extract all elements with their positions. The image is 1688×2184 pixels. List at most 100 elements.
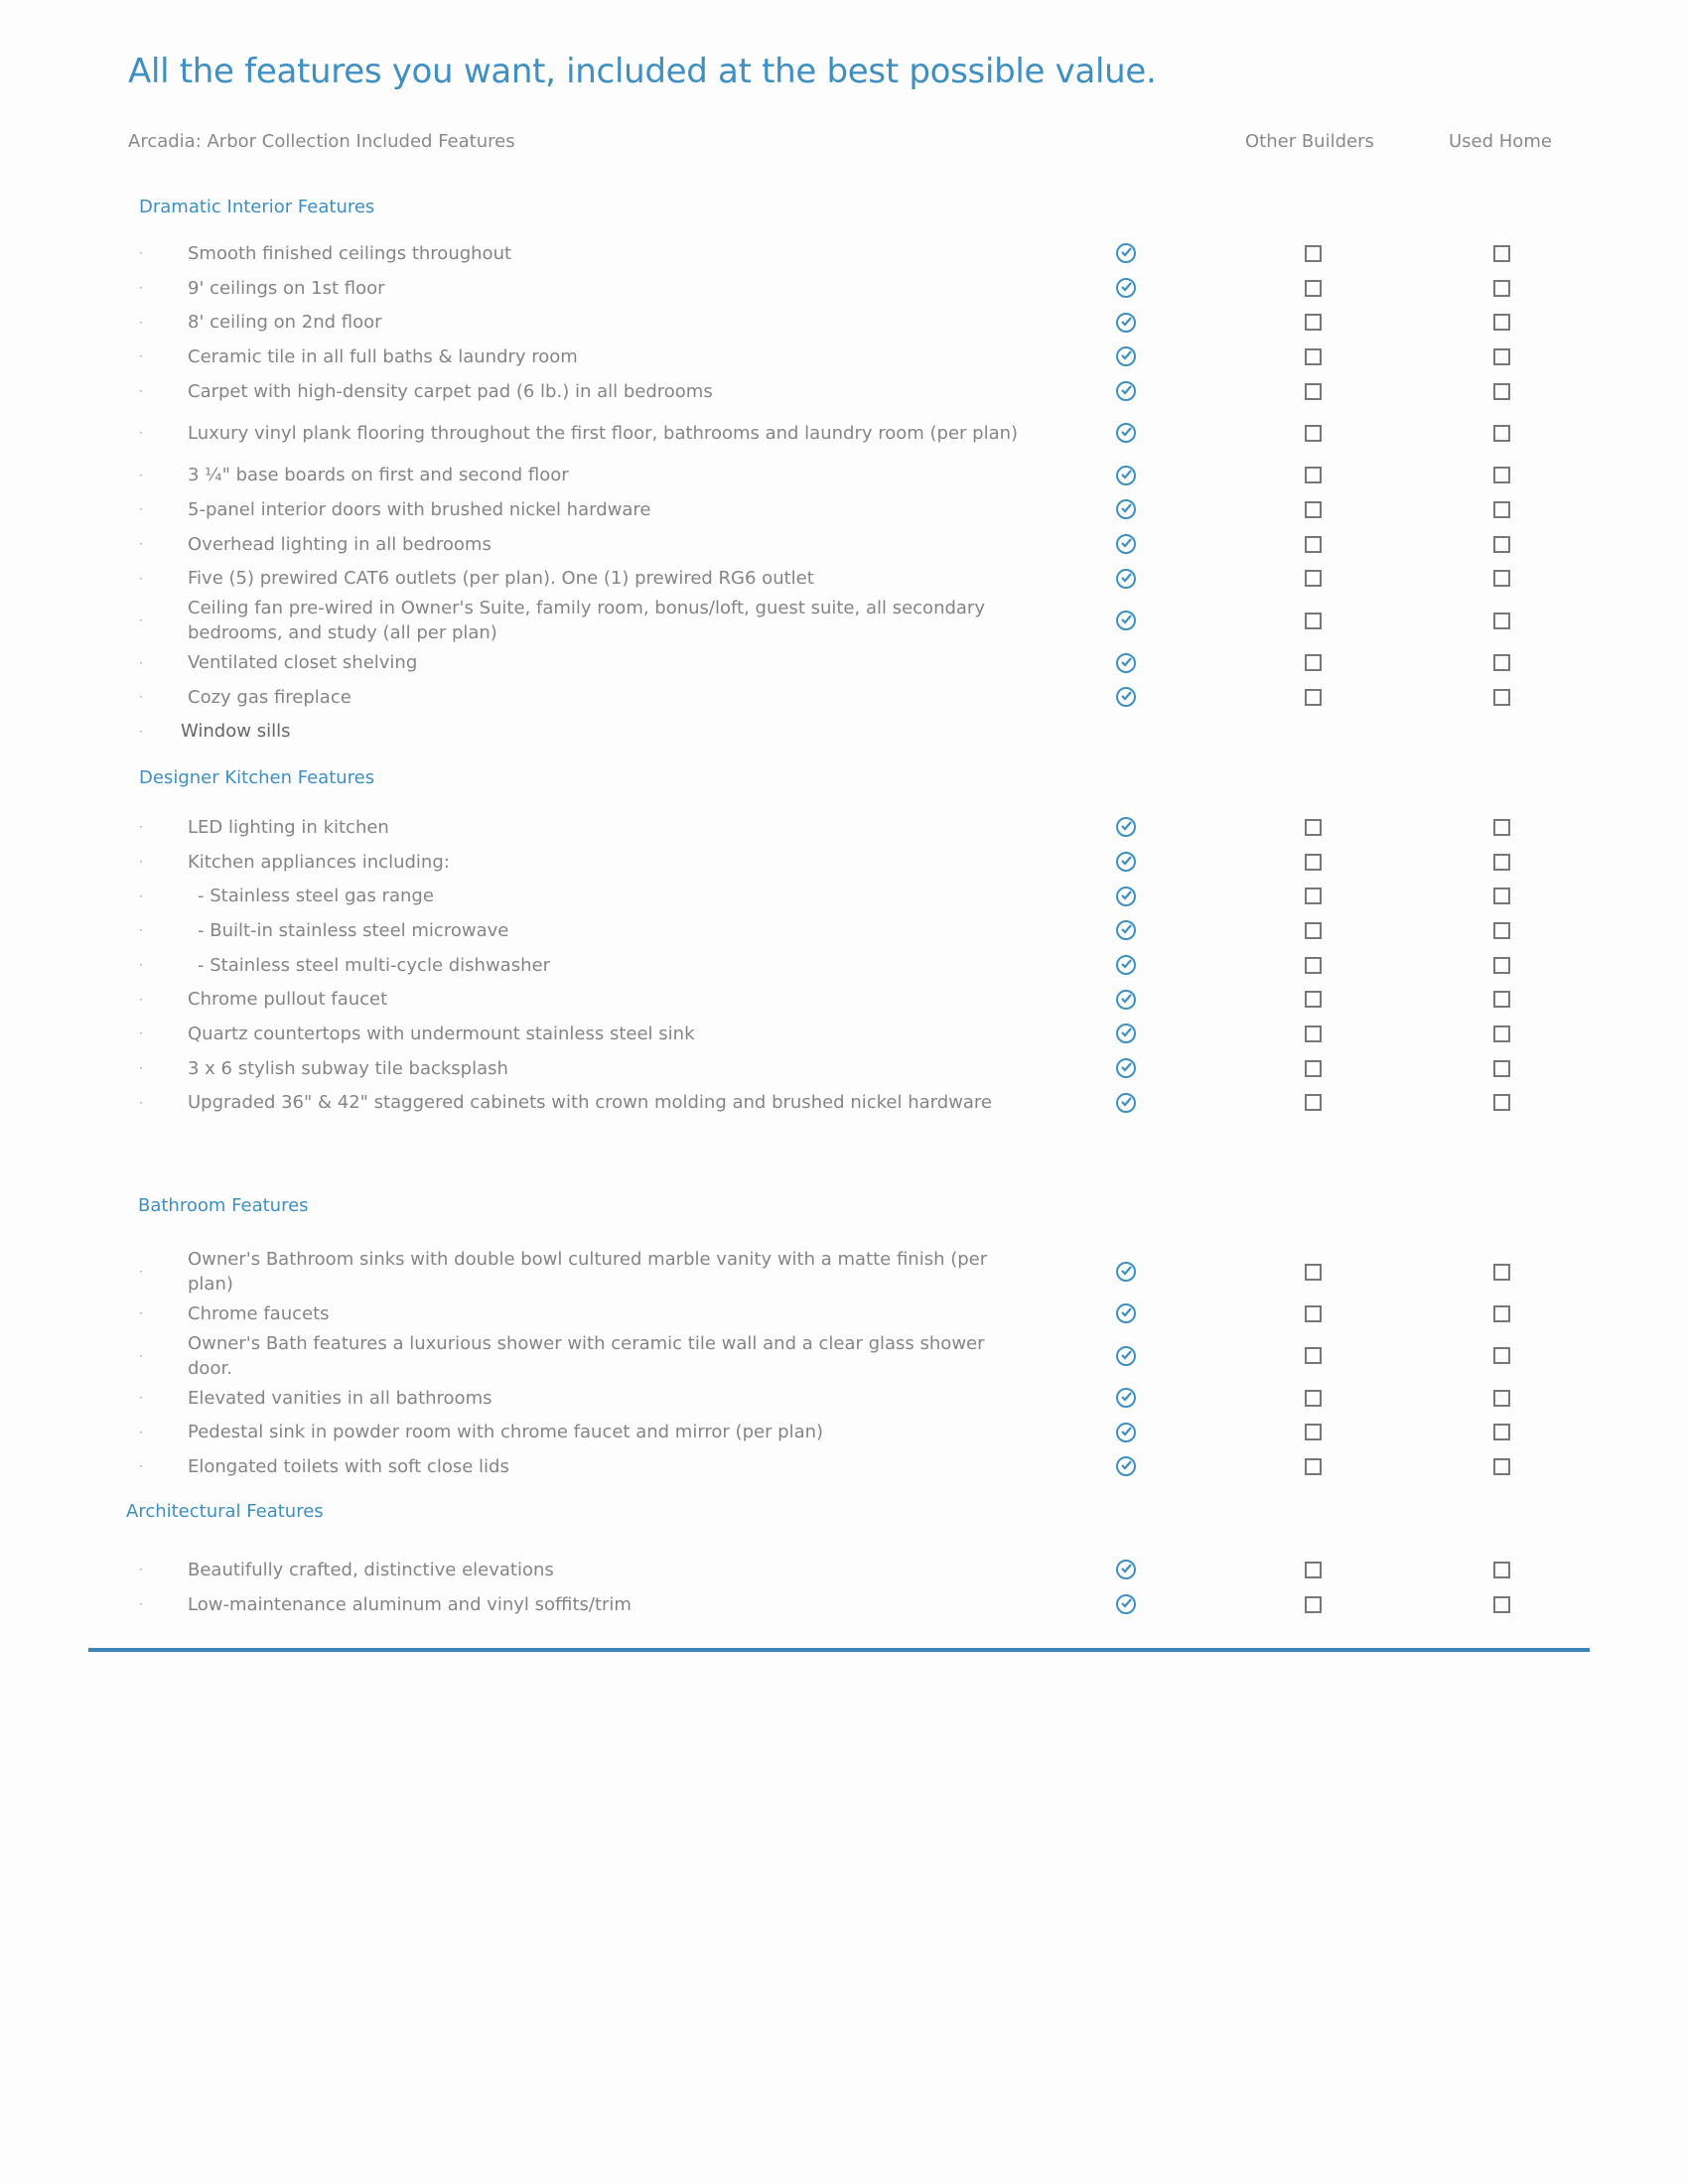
bullet: ·: [139, 468, 143, 482]
circle-check-icon: [1116, 652, 1136, 673]
empty-checkbox-icon: [1305, 382, 1322, 400]
feature-row: · Smooth finished ceilings throughout: [0, 236, 1688, 271]
circle-check-icon: [1116, 499, 1136, 520]
empty-checkbox-icon: [1305, 921, 1322, 939]
bullet: ·: [139, 1265, 143, 1279]
empty-checkbox-icon: [1493, 1561, 1510, 1578]
circle-check-icon: [1116, 1422, 1136, 1442]
circle-check-icon: [1116, 1456, 1136, 1477]
empty-checkbox-icon: [1305, 424, 1322, 442]
feature-row: · 3 ¼" base boards on first and second f…: [0, 458, 1688, 492]
feature-row: · Kitchen appliances including:: [0, 845, 1688, 880]
circle-check-icon: [1116, 278, 1136, 299]
empty-checkbox-icon: [1305, 853, 1322, 871]
circle-check-icon: [1116, 243, 1136, 264]
feature-row: · Owner's Bath features a luxurious show…: [0, 1331, 1688, 1381]
empty-checkbox-icon: [1493, 535, 1510, 553]
empty-checkbox-icon: [1305, 500, 1322, 518]
feature-text: Owner's Bathroom sinks with double bowl …: [188, 1249, 988, 1295]
empty-checkbox-icon: [1305, 570, 1322, 588]
bullet: ·: [139, 1563, 143, 1577]
feature-text: Elevated vanities in all bathrooms: [188, 1387, 492, 1409]
circle-check-icon: [1116, 611, 1136, 631]
section-title: Bathroom Features: [138, 1195, 309, 1216]
circle-check-icon: [1116, 1388, 1136, 1409]
feature-text: 3 x 6 stylish subway tile backsplash: [188, 1057, 508, 1079]
feature-text: 3 ¼" base boards on first and second flo…: [188, 465, 569, 486]
feature-text: Ceramic tile in all full baths & laundry…: [188, 345, 578, 367]
bullet: ·: [139, 855, 143, 870]
feature-row: · Upgraded 36" & 42" staggered cabinets …: [0, 1086, 1688, 1121]
bullet: ·: [139, 384, 143, 399]
empty-checkbox-icon: [1305, 1457, 1322, 1475]
circle-check-icon: [1116, 989, 1136, 1010]
feature-row: · Five (5) prewired CAT6 outlets (per pl…: [0, 562, 1688, 597]
empty-checkbox-icon: [1305, 467, 1322, 484]
bullet: ·: [139, 724, 143, 739]
bullet: ·: [139, 426, 143, 441]
feature-text: Luxury vinyl plank flooring throughout t…: [188, 422, 1019, 444]
empty-checkbox-icon: [1493, 612, 1510, 629]
circle-check-icon: [1116, 1594, 1136, 1615]
feature-row: · Quartz countertops with undermount sta…: [0, 1017, 1688, 1051]
bullet: ·: [139, 1306, 143, 1321]
bullet: ·: [139, 349, 143, 364]
empty-checkbox-icon: [1305, 314, 1322, 332]
feature-row: · Luxury vinyl plank flooring throughout…: [0, 408, 1688, 458]
empty-checkbox-icon: [1493, 424, 1510, 442]
empty-checkbox-icon: [1305, 1595, 1322, 1613]
circle-check-icon: [1116, 568, 1136, 589]
feature-text: Cozy gas fireplace: [188, 686, 352, 708]
bullet: ·: [139, 923, 143, 938]
bullet: ·: [139, 614, 143, 628]
empty-checkbox-icon: [1493, 887, 1510, 905]
empty-checkbox-icon: [1493, 279, 1510, 297]
bullet: ·: [139, 1459, 143, 1474]
bullet: ·: [139, 315, 143, 330]
feature-row: · - Stainless steel gas range: [0, 879, 1688, 913]
empty-checkbox-icon: [1493, 654, 1510, 672]
feature-row: · Low-maintenance aluminum and vinyl sof…: [0, 1587, 1688, 1622]
empty-checkbox-icon: [1305, 347, 1322, 365]
empty-checkbox-icon: [1493, 1059, 1510, 1077]
feature-text: Beautifully crafted, distinctive elevati…: [188, 1559, 554, 1580]
circle-check-icon: [1116, 817, 1136, 838]
empty-checkbox-icon: [1493, 853, 1510, 871]
circle-check-icon: [1116, 465, 1136, 485]
empty-checkbox-icon: [1305, 1424, 1322, 1441]
bullet: ·: [139, 1348, 143, 1363]
bullet: ·: [139, 1391, 143, 1406]
bullet: ·: [139, 1597, 143, 1612]
circle-check-icon: [1116, 852, 1136, 873]
feature-text: Low-maintenance aluminum and vinyl soffi…: [188, 1593, 632, 1615]
feature-text: 9' ceilings on 1st floor: [188, 277, 385, 299]
empty-checkbox-icon: [1305, 991, 1322, 1009]
feature-text: Ventilated closet shelving: [188, 652, 418, 674]
bullet: ·: [139, 1425, 143, 1439]
feature-row: · Ceiling fan pre-wired in Owner's Suite…: [0, 596, 1688, 645]
feature-row: · Beautifully crafted, distinctive eleva…: [0, 1553, 1688, 1587]
empty-checkbox-icon: [1493, 500, 1510, 518]
feature-row: · Chrome faucets: [0, 1297, 1688, 1331]
empty-checkbox-icon: [1305, 244, 1322, 262]
feature-text: Elongated toilets with soft close lids: [188, 1455, 509, 1477]
column-header-other-builders: Other Builders: [1245, 131, 1374, 152]
empty-checkbox-icon: [1305, 1561, 1322, 1578]
empty-checkbox-icon: [1493, 991, 1510, 1009]
feature-row: · Window sills: [0, 715, 1688, 750]
feature-row: · 9' ceilings on 1st floor: [0, 271, 1688, 306]
feature-row: · Pedestal sink in powder room with chro…: [0, 1415, 1688, 1449]
circle-check-icon: [1116, 955, 1136, 976]
empty-checkbox-icon: [1305, 1094, 1322, 1112]
bullet: ·: [139, 1026, 143, 1041]
empty-checkbox-icon: [1493, 1263, 1510, 1281]
empty-checkbox-icon: [1493, 1024, 1510, 1042]
circle-check-icon: [1116, 423, 1136, 444]
bullet: ·: [139, 655, 143, 670]
empty-checkbox-icon: [1305, 956, 1322, 974]
empty-checkbox-icon: [1493, 688, 1510, 706]
bullet: ·: [139, 958, 143, 973]
circle-check-icon: [1116, 1345, 1136, 1366]
bullet: ·: [139, 992, 143, 1007]
feature-text: - Built-in stainless steel microwave: [198, 919, 509, 941]
